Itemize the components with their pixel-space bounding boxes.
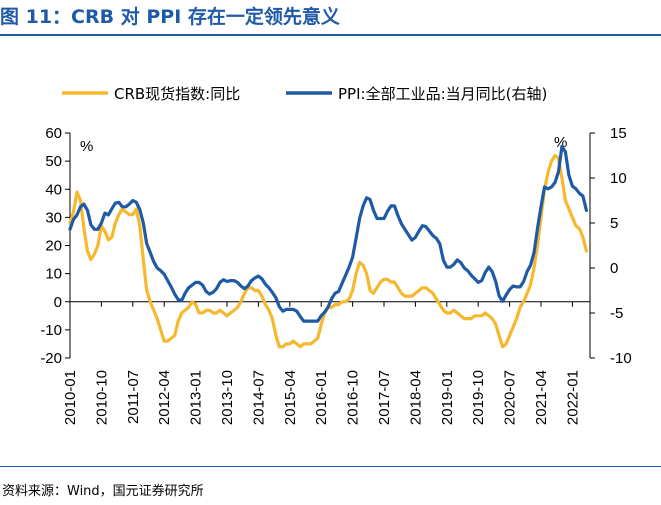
right-y-axis: 15 10 5 0 -5 -10% xyxy=(554,125,632,367)
right-tick-label: -5 xyxy=(610,305,623,322)
x-tick-label: 2013-01 xyxy=(188,370,205,425)
source-note: 资料来源：Wind，国元证券研究所 xyxy=(2,484,204,499)
right-tick-label: -10 xyxy=(610,350,632,367)
left-tick-label: 60 xyxy=(45,125,62,142)
left-tick-label: 30 xyxy=(45,209,62,226)
right-tick-label: 15 xyxy=(610,125,627,142)
legend-label-crb: CRB现货指数:同比 xyxy=(114,85,240,103)
left-tick-label: -20 xyxy=(40,350,62,367)
x-tick-label: 2011-07 xyxy=(125,370,142,424)
x-tick-label: 2019-01 xyxy=(439,370,456,425)
left-tick-label: 0 xyxy=(54,294,62,311)
x-tick-label: 2022-01 xyxy=(564,370,581,425)
x-tick-label: 2014-07 xyxy=(250,370,267,425)
x-tick-label: 2020-07 xyxy=(502,370,519,425)
x-tick-label: 2016-01 xyxy=(313,370,330,425)
x-tick-label: 2019-10 xyxy=(470,370,487,425)
x-tick-label: 2021-04 xyxy=(533,370,550,425)
x-tick-label: 2017-07 xyxy=(376,370,393,425)
right-tick-label: 0 xyxy=(610,260,618,277)
x-tick-label: 2012-04 xyxy=(156,370,173,425)
title-divider xyxy=(0,34,661,36)
x-tick-label: 2010-01 xyxy=(62,370,79,425)
series-line-crb xyxy=(68,153,588,349)
left-axis-unit: % xyxy=(80,138,93,155)
right-tick-label: 10 xyxy=(610,170,627,187)
right-tick-label: 5 xyxy=(610,215,618,232)
footer-divider xyxy=(0,466,661,467)
left-tick-label: -10 xyxy=(40,322,62,339)
legend-label-ppi: PPI:全部工业品:当月同比(右轴) xyxy=(338,85,547,103)
series-lines xyxy=(68,144,588,349)
x-tick-label: 2010-10 xyxy=(93,370,110,425)
left-tick-label: 40 xyxy=(45,181,62,198)
right-axis-unit: % xyxy=(554,134,567,151)
x-tick-label: 2015-04 xyxy=(282,370,299,425)
left-tick-label: 50 xyxy=(45,153,62,170)
left-y-axis: 60 50 40 30 20 10 0 -10 -20% xyxy=(40,125,93,367)
left-tick-label: 10 xyxy=(45,266,62,283)
series-line-ppi xyxy=(68,144,588,323)
left-tick-label: 20 xyxy=(45,238,62,255)
chart-legend: CRB现货指数:同比 PPI:全部工业品:当月同比(右轴) xyxy=(62,85,547,103)
x-tick-label: 2013-10 xyxy=(219,370,236,425)
x-tick-label: 2016-10 xyxy=(345,370,362,425)
line-chart: CRB现货指数:同比 PPI:全部工业品:当月同比(右轴) 60504030201… xyxy=(40,85,632,425)
x-axis: 2010-01 2010-10 2011-07 2012-04 2013-01 2013-… xyxy=(62,301,590,425)
x-tick-label: 2018-04 xyxy=(407,370,424,425)
chart-title: 图 11：CRB 对 PPI 存在一定领先意义 xyxy=(0,6,340,28)
